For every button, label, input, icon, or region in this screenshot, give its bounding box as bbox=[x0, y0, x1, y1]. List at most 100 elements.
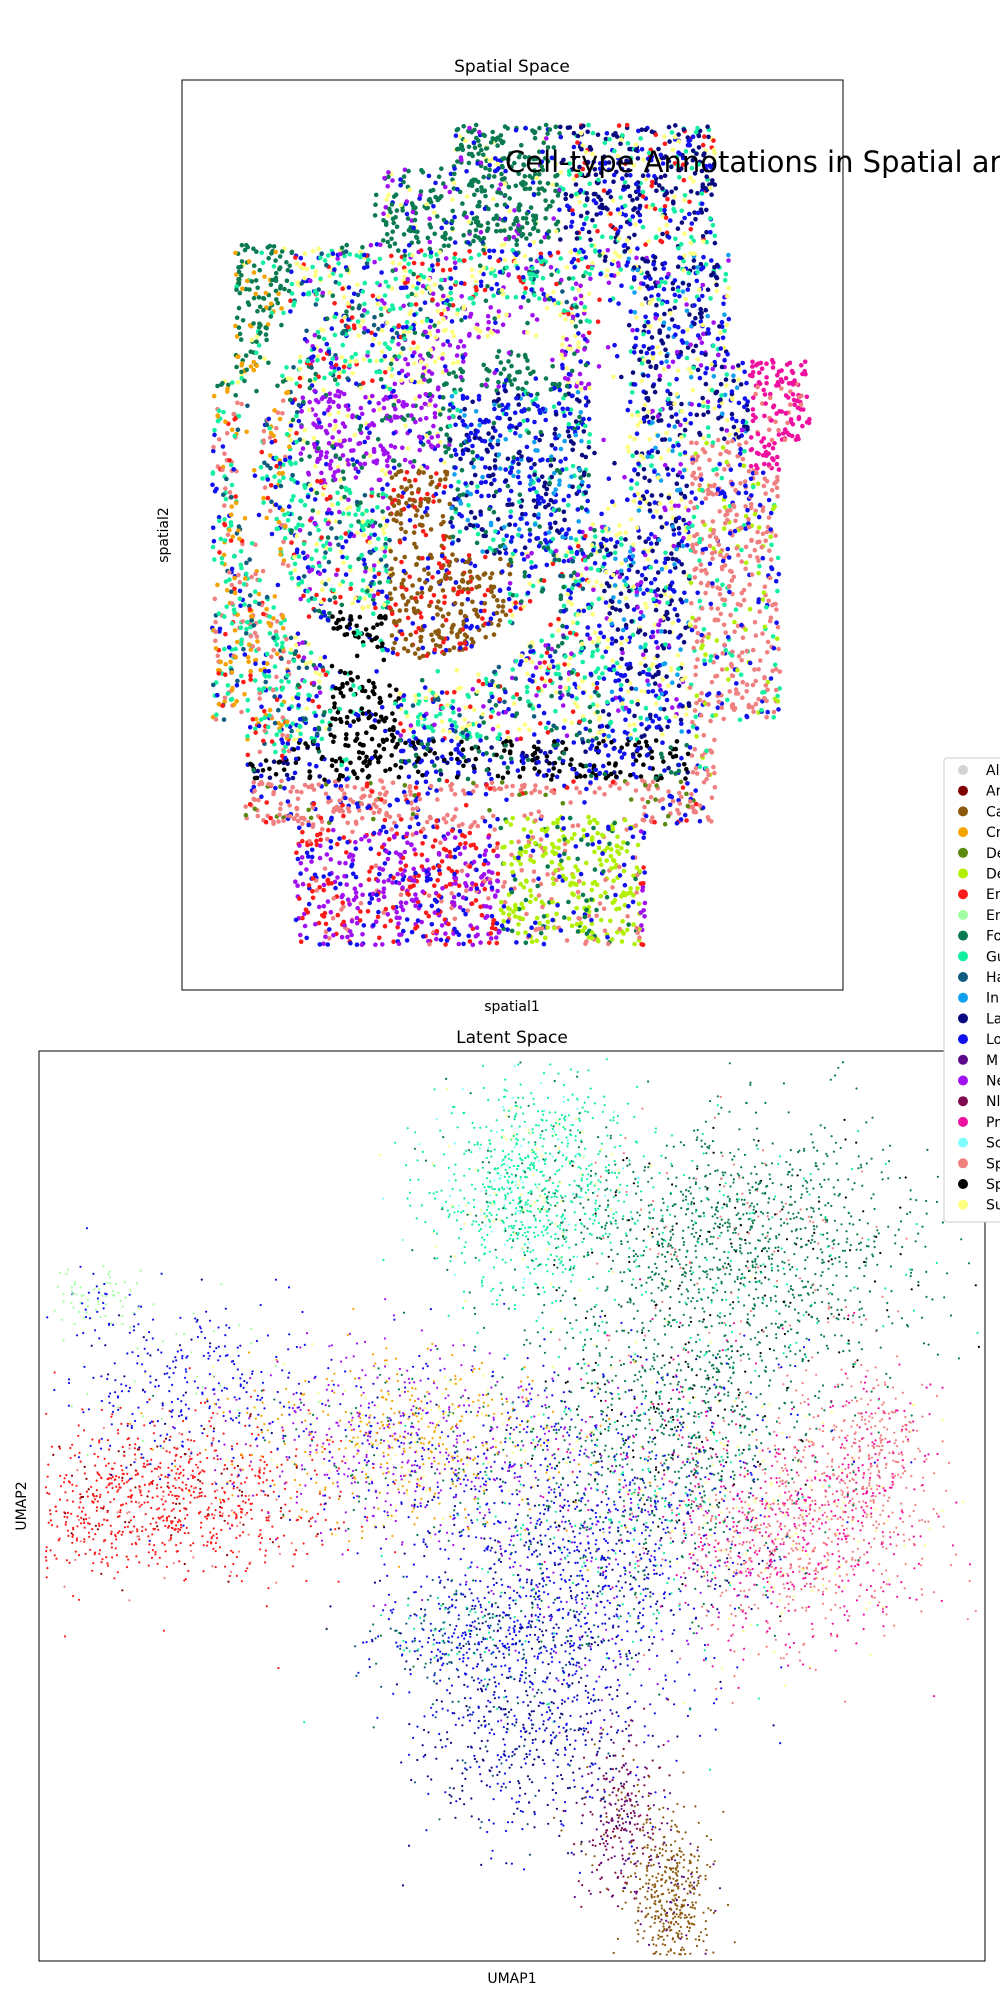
spatial-point bbox=[391, 220, 397, 226]
spatial-point bbox=[669, 130, 675, 135]
spatial-point bbox=[361, 642, 366, 648]
spatial-point bbox=[674, 481, 680, 487]
spatial-point bbox=[536, 739, 541, 745]
spatial-point bbox=[441, 243, 447, 248]
spatial-point bbox=[559, 858, 564, 864]
spatial-point bbox=[448, 402, 453, 407]
spatial-point bbox=[384, 458, 390, 464]
spatial-point bbox=[561, 558, 567, 564]
spatial-point bbox=[453, 452, 459, 457]
spatial-point bbox=[660, 732, 665, 737]
spatial-point bbox=[384, 518, 390, 524]
spatial-point bbox=[300, 838, 305, 844]
spatial-point bbox=[353, 846, 359, 851]
spatial-point bbox=[548, 525, 553, 531]
spatial-point bbox=[590, 639, 596, 645]
spatial-point bbox=[259, 773, 264, 779]
spatial-point bbox=[370, 523, 376, 529]
spatial-point bbox=[371, 337, 376, 342]
spatial-point bbox=[682, 193, 688, 198]
spatial-point bbox=[535, 391, 540, 397]
spatial-point bbox=[312, 388, 317, 394]
spatial-point bbox=[633, 788, 639, 793]
spatial-point bbox=[684, 742, 689, 748]
spatial-point bbox=[730, 396, 735, 402]
spatial-point bbox=[555, 903, 560, 908]
spatial-point bbox=[617, 664, 623, 670]
spatial-point bbox=[389, 253, 394, 259]
spatial-point bbox=[578, 762, 583, 768]
spatial-point bbox=[450, 329, 455, 335]
spatial-point bbox=[503, 550, 509, 556]
spatial-point bbox=[687, 574, 692, 579]
spatial-point bbox=[393, 556, 398, 562]
spatial-point bbox=[572, 831, 577, 837]
spatial-point bbox=[643, 314, 648, 320]
spatial-point bbox=[612, 820, 617, 826]
spatial-point bbox=[495, 161, 500, 167]
spatial-point bbox=[622, 817, 628, 823]
spatial-point bbox=[411, 530, 417, 535]
spatial-point bbox=[461, 124, 467, 129]
spatial-point bbox=[712, 233, 718, 239]
spatial-point bbox=[563, 685, 569, 691]
spatial-point bbox=[371, 408, 377, 413]
spatial-point bbox=[594, 212, 599, 217]
spatial-point bbox=[650, 179, 655, 185]
spatial-point bbox=[297, 825, 302, 831]
spatial-point bbox=[396, 813, 402, 819]
spatial-point bbox=[501, 598, 506, 604]
spatial-point bbox=[699, 500, 705, 506]
spatial-point bbox=[602, 561, 607, 567]
spatial-point bbox=[505, 770, 511, 775]
spatial-point bbox=[720, 335, 726, 341]
spatial-point bbox=[383, 728, 388, 734]
spatial-point bbox=[478, 738, 483, 743]
spatial-point bbox=[432, 282, 438, 288]
spatial-point bbox=[654, 188, 659, 194]
spatial-point bbox=[652, 577, 658, 582]
spatial-point bbox=[475, 574, 480, 580]
spatial-point bbox=[804, 394, 810, 400]
spatial-point bbox=[413, 302, 419, 307]
spatial-point bbox=[550, 658, 555, 664]
spatial-point bbox=[310, 895, 316, 901]
spatial-point bbox=[579, 438, 584, 444]
spatial-point bbox=[691, 505, 697, 511]
spatial-point bbox=[645, 454, 650, 460]
spatial-point bbox=[482, 419, 488, 425]
spatial-point bbox=[721, 622, 727, 628]
spatial-point bbox=[222, 521, 227, 527]
spatial-point bbox=[239, 242, 245, 248]
spatial-point bbox=[409, 595, 414, 600]
spatial-point bbox=[546, 530, 552, 535]
spatial-point bbox=[659, 338, 664, 343]
spatial-point bbox=[716, 690, 722, 696]
spatial-point bbox=[559, 640, 565, 646]
spatial-point bbox=[497, 697, 503, 702]
spatial-point bbox=[606, 476, 612, 482]
spatial-point bbox=[627, 434, 633, 440]
spatial-point bbox=[385, 912, 391, 917]
spatial-point bbox=[361, 557, 367, 563]
spatial-point bbox=[293, 255, 298, 260]
spatial-point bbox=[426, 173, 432, 179]
spatial-point bbox=[381, 746, 387, 752]
spatial-point bbox=[285, 733, 290, 739]
spatial-point bbox=[719, 319, 725, 325]
spatial-point bbox=[744, 682, 750, 687]
spatial-point bbox=[478, 279, 484, 285]
spatial-point bbox=[482, 592, 488, 598]
spatial-point bbox=[642, 323, 647, 329]
spatial-point bbox=[672, 305, 677, 311]
spatial-point bbox=[448, 290, 454, 296]
spatial-point bbox=[351, 692, 357, 697]
spatial-point bbox=[482, 601, 488, 606]
spatial-point bbox=[409, 642, 415, 648]
spatial-point bbox=[373, 942, 378, 947]
spatial-point bbox=[223, 661, 228, 667]
spatial-point bbox=[458, 501, 464, 506]
spatial-point bbox=[468, 843, 474, 848]
spatial-point bbox=[447, 647, 452, 653]
spatial-point bbox=[539, 676, 545, 681]
